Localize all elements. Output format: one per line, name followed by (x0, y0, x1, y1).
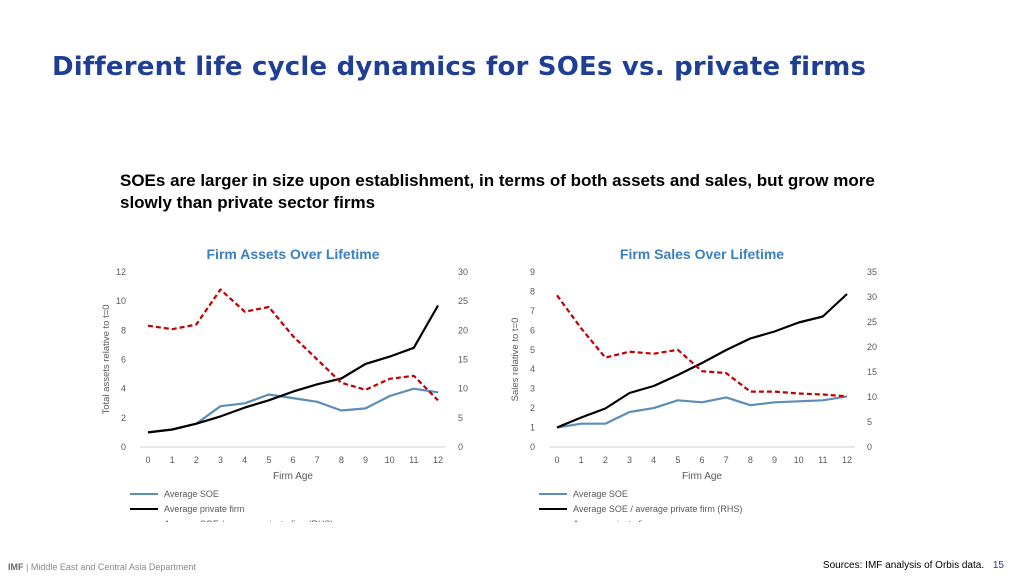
legend-label: Average private firm (164, 504, 244, 514)
y-tick-label: 9 (530, 267, 535, 277)
y2-tick-label: 20 (867, 342, 877, 352)
x-tick-label: 12 (433, 455, 443, 465)
page-number: 15 (992, 560, 1004, 571)
x-tick-label: 2 (603, 455, 608, 465)
y-tick-label: 8 (530, 286, 535, 296)
y-tick-label: 10 (116, 296, 126, 306)
x-tick-label: 9 (363, 455, 368, 465)
x-tick-label: 3 (218, 455, 223, 465)
x-tick-label: 9 (772, 455, 777, 465)
x-tick-label: 7 (315, 455, 320, 465)
y-tick-label: 8 (121, 325, 126, 335)
series-line (556, 395, 848, 429)
y-tick-label: 2 (121, 413, 126, 423)
x-tick-label: 2 (194, 455, 199, 465)
y-tick-label: 2 (530, 403, 535, 413)
y2-tick-label: 15 (867, 367, 877, 377)
x-tick-label: 8 (748, 455, 753, 465)
x-tick-label: 3 (627, 455, 632, 465)
x-tick-label: 1 (579, 455, 584, 465)
chart-title: Firm Sales Over Lifetime (620, 246, 784, 262)
y-tick-label: 0 (121, 442, 126, 452)
x-tick-label: 0 (145, 455, 150, 465)
legend-label: Average SOE / average private firm (RHS) (164, 519, 333, 522)
y2-tick-label: 0 (867, 442, 872, 452)
y-tick-label: 1 (530, 423, 535, 433)
y-axis-label: Total assets relative to t=0 (101, 304, 112, 414)
y-tick-label: 6 (121, 355, 126, 365)
x-tick-label: 8 (339, 455, 344, 465)
slide-subtitle: SOEs are larger in size upon establishme… (120, 171, 875, 212)
y-tick-label: 3 (530, 384, 535, 394)
footer-source: Sources: IMF analysis of Orbis data. 15 (823, 560, 1004, 571)
y2-tick-label: 5 (458, 413, 463, 423)
legend-label: Average SOE / average private firm (RHS) (573, 504, 742, 514)
y-tick-label: 12 (116, 267, 126, 277)
x-tick-label: 10 (794, 455, 804, 465)
source-note: Sources: IMF analysis of Orbis data. (822, 560, 985, 571)
y2-tick-label: 0 (458, 442, 463, 452)
x-tick-label: 11 (818, 455, 827, 465)
chart-svg: Firm Assets Over Lifetime024681012051015… (101, 246, 468, 522)
series-line (556, 294, 848, 398)
department-label: | Middle East and Central Asia Departmen… (26, 562, 196, 572)
y2-tick-label: 25 (867, 317, 877, 327)
y2-tick-label: 30 (458, 267, 468, 277)
legend-label: Average SOE (573, 489, 628, 499)
chart-svg: Firm Sales Over Lifetime0123456789051015… (510, 246, 877, 522)
y-tick-label: 0 (530, 442, 535, 452)
y2-tick-label: 10 (867, 392, 877, 402)
y-tick-label: 4 (121, 384, 126, 394)
y-tick-label: 6 (530, 325, 535, 335)
series-line (147, 304, 439, 434)
footer-department: IMF | Middle East and Central Asia Depar… (8, 562, 196, 572)
slide-title: Different life cycle dynamics for SOEs v… (52, 52, 867, 82)
y2-tick-label: 10 (458, 384, 468, 394)
series-line (147, 288, 439, 402)
series-line (556, 293, 848, 429)
x-tick-label: 7 (724, 455, 729, 465)
y-axis-label: Sales relative to t=0 (510, 318, 521, 402)
x-tick-label: 4 (651, 455, 656, 465)
sales-chart: Firm Sales Over Lifetime 0 1 2 3 4 5 6 7 8 9 0 5 10 15… (497, 232, 877, 522)
x-tick-label: 5 (266, 455, 271, 465)
x-tick-label: 0 (554, 455, 559, 465)
assets-chart: Firm Assets Over Lifetime 0 2 4 6 8 10 12 0 5 10 15… (88, 232, 468, 522)
x-tick-label: 12 (842, 455, 852, 465)
x-tick-label: 6 (699, 455, 704, 465)
y2-tick-label: 5 (867, 417, 872, 427)
y-tick-label: 4 (530, 364, 535, 374)
x-tick-label: 4 (242, 455, 247, 465)
legend-label: Average private firm (573, 519, 653, 522)
y2-tick-label: 25 (458, 296, 468, 306)
x-axis-label: Firm Age (682, 471, 722, 482)
x-tick-label: 1 (170, 455, 175, 465)
x-tick-label: 10 (385, 455, 395, 465)
y-tick-label: 7 (530, 306, 535, 316)
x-tick-label: 5 (675, 455, 680, 465)
y2-tick-label: 15 (458, 355, 468, 365)
imf-logo-text: IMF (8, 562, 24, 572)
legend-label: Average SOE (164, 489, 219, 499)
y2-tick-label: 35 (867, 267, 877, 277)
y2-tick-label: 20 (458, 325, 468, 335)
y2-tick-label: 30 (867, 292, 877, 302)
x-axis-label: Firm Age (273, 471, 313, 482)
chart-title: Firm Assets Over Lifetime (207, 246, 380, 262)
x-tick-label: 11 (409, 455, 418, 465)
y-tick-label: 5 (530, 345, 535, 355)
x-tick-label: 6 (290, 455, 295, 465)
